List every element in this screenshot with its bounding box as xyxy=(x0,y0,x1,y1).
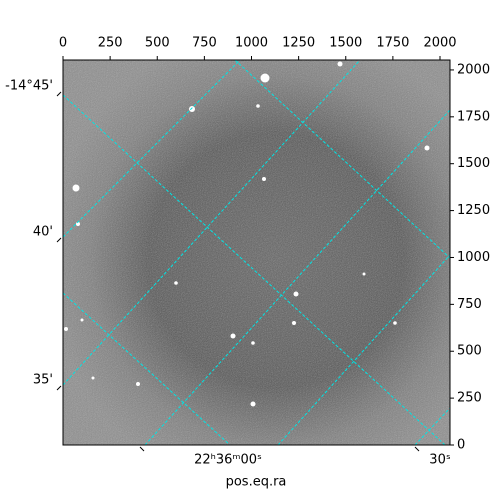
y-tick-label: 1750 xyxy=(457,109,490,124)
dec-tick-label: -14°45' xyxy=(5,79,53,94)
frame xyxy=(62,59,451,446)
y-tick-label: 0 xyxy=(457,438,465,453)
dec-tick xyxy=(56,385,62,391)
y-tick-label: 750 xyxy=(457,297,482,312)
x-tick-label: 750 xyxy=(192,36,217,51)
y-tick-label: 1250 xyxy=(457,203,490,218)
dec-tick-label: 35' xyxy=(33,373,53,388)
x-tick-label: 1750 xyxy=(376,36,409,51)
ra-tick-label: 22ʰ36ᵐ00ˢ xyxy=(194,453,262,468)
x-axis-label: pos.eq.ra xyxy=(226,475,287,490)
ra-tick xyxy=(414,446,420,452)
wcs-grid xyxy=(63,60,450,445)
x-tick-label: 250 xyxy=(98,36,123,51)
x-tick-label: 1500 xyxy=(329,36,362,51)
y-tick-label: 500 xyxy=(457,344,482,359)
ra-tick xyxy=(139,446,145,452)
dec-tick-label: 40' xyxy=(33,225,53,240)
stars xyxy=(64,61,430,407)
dec-tick xyxy=(56,91,62,97)
image xyxy=(63,60,450,445)
x-tick-label: 2000 xyxy=(423,36,456,51)
x-tick-label: 1250 xyxy=(282,36,315,51)
y-tick-label: 250 xyxy=(457,391,482,406)
ra-tick-label: 30ˢ xyxy=(429,453,451,468)
y-tick-label: 2000 xyxy=(457,62,490,77)
x-tick-label: 1000 xyxy=(235,36,268,51)
dec-tick xyxy=(56,237,62,243)
x-tick-label: 0 xyxy=(59,36,67,51)
y-tick-label: 1500 xyxy=(457,156,490,171)
y-tick-label: 1000 xyxy=(457,250,490,265)
x-tick-label: 500 xyxy=(145,36,170,51)
